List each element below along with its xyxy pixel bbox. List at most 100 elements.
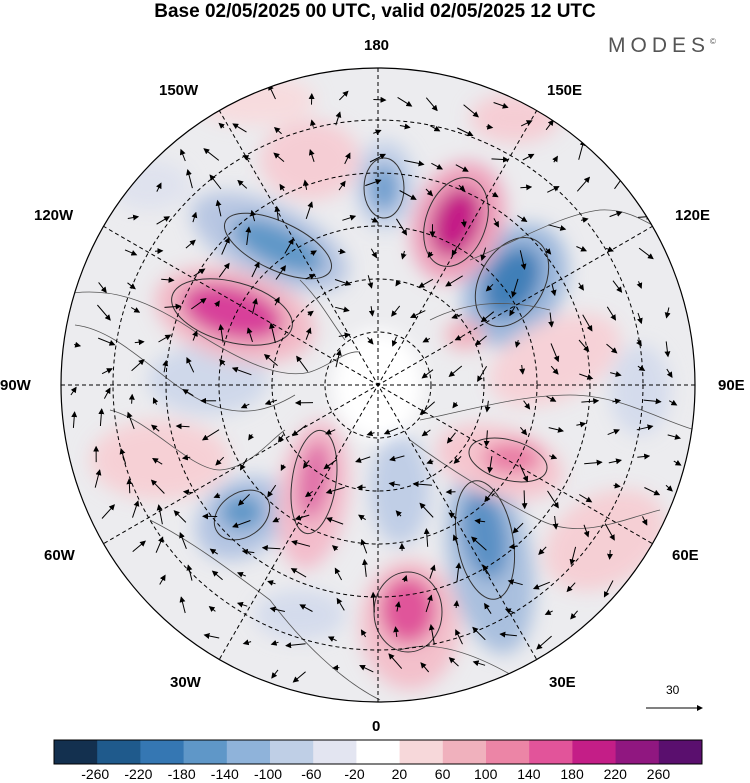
wind-arrow [119,448,127,464]
wind-arrow [606,343,618,354]
wind-arrow [127,214,140,221]
wind-arrow [124,249,138,256]
wind-arrow [291,424,307,437]
label-120e: 120E [675,207,711,224]
wind-arrow [507,579,523,586]
wind-vectors [70,84,682,683]
colorbar-border [53,739,703,765]
wind-arrow [192,330,198,341]
wind-arrow [70,386,77,396]
wind-arrow [208,605,216,613]
colorbar-tick-label: 60 [434,766,451,782]
wind-arrow [665,484,673,492]
wind-arrow [242,155,251,161]
wind-arrow [583,524,590,538]
wind-arrow [383,427,399,435]
wind-arrow [270,639,279,646]
wind-arrow [240,402,250,409]
wind-arrow [211,570,223,581]
label-60e: 60E [672,547,699,564]
wind-arrow [215,199,222,217]
wind-arrow [358,514,366,521]
wind-arrow [636,312,643,325]
wind-arrow [151,424,160,432]
wind-arrow [130,307,141,313]
wind-arrow [399,190,417,200]
wind-arrow [162,359,169,373]
wind-arrow [448,512,457,519]
wind-arrow [455,629,463,645]
wind-arrow [453,600,460,609]
wind-arrow [366,430,375,437]
wind-arrow [94,469,102,488]
wind-arrow [421,369,434,379]
colorbar-swatch [529,740,573,764]
colorbar-tick-label: -140 [210,766,239,782]
wind-arrow [455,164,469,172]
wind-arrow [193,268,206,277]
wind-arrow [338,180,346,191]
wind-arrow [264,399,278,406]
wind-arrow [429,564,436,579]
wind-arrow [519,250,527,270]
wind-arrow [532,581,550,590]
wind-arrow [370,217,379,223]
wind-arrow [582,314,593,332]
wind-arrow [550,343,560,363]
wind-arrow [237,179,248,189]
wind-arrow [644,487,661,496]
wind-arrow [391,336,398,347]
wind-arrow [472,626,486,641]
wind-arrow [245,226,252,246]
wind-arrow [550,365,559,375]
wind-arrow [263,353,278,366]
wind-arrow [98,282,107,294]
wind-arrow [101,504,115,519]
wind-arrow [325,486,345,495]
wind-arrow [284,238,294,254]
wind-arrow [365,179,382,187]
wind-arrow [251,261,260,278]
wind-arrow [338,332,351,339]
wind-arrow [579,373,594,380]
colorbar-tick-label: 140 [517,766,541,782]
wind-arrow [451,245,458,257]
wind-arrow [278,434,284,443]
wind-arrow [420,662,430,673]
wind-arrow [97,304,111,321]
colorbar-swatch [572,740,617,764]
wind-arrow [98,408,105,427]
wind-arrow [523,400,531,410]
wind-arrow [308,149,315,162]
wind-arrow [134,339,145,346]
colorbar-tick-label: -100 [254,766,283,782]
wind-arrow [250,209,256,222]
wind-arrow [608,458,622,465]
wind-arrow [472,660,486,667]
wind-arrow [335,111,342,126]
colorbar [53,739,703,765]
label-120w: 120W [34,207,74,224]
wind-arrow [335,349,342,368]
wind-arrow [213,492,221,499]
wind-arrow [474,518,486,525]
wind-arrow [395,218,408,236]
wind-arrow [552,515,559,530]
reference-vector-label: 30 [666,683,680,697]
wind-arrow [269,322,276,344]
wind-arrow [236,601,248,608]
wind-arrow [267,484,277,498]
wind-arrow [74,341,82,348]
wind-arrow [422,336,431,343]
wind-arrow [323,459,337,470]
colorbar-swatch [658,740,703,764]
label-30e: 30E [549,674,576,691]
wind-arrow [636,281,643,289]
wind-arrow [610,371,622,377]
wind-arrow [584,459,603,466]
colorbar-tick-label: 260 [646,766,671,782]
wind-arrow [458,184,466,192]
wind-arrow [191,298,207,310]
wind-arrow [512,522,524,534]
label-90w: 90W [0,377,31,394]
